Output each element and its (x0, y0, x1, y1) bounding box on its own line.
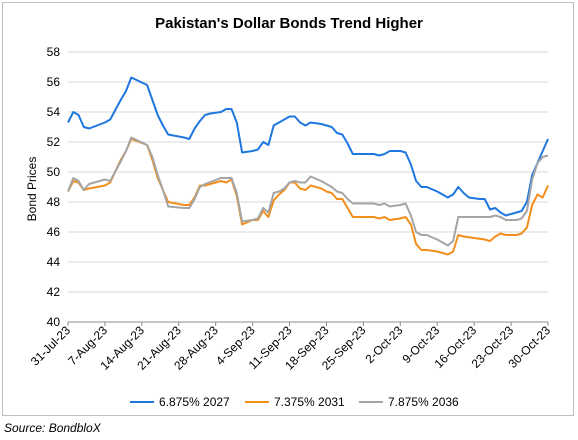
chart-source: Source: BondbloX (4, 421, 101, 435)
gridlines (67, 51, 549, 326)
x-tick-labels: 31-Jul-237-Aug-2314-Aug-2321-Aug-2328-Au… (28, 323, 554, 373)
x-tick-label: 31-Jul-23 (28, 323, 74, 369)
y-tick-label: 44 (47, 255, 61, 269)
y-tick-label: 40 (47, 315, 61, 329)
legend: 6.875% 2027 7.375% 2031 7.875% 2036 (130, 395, 459, 409)
legend-label: 6.875% 2027 (159, 395, 230, 409)
y-tick-label: 52 (47, 135, 61, 149)
y-tick-label: 42 (47, 285, 61, 299)
chart-svg: 40 42 44 46 48 50 52 54 56 58 31-Jul-237-Aug-2314… (25, 45, 554, 409)
y-tick-label: 56 (47, 75, 61, 89)
y-tick-label: 50 (47, 165, 61, 179)
y-axis-label: Bond Prices (25, 157, 39, 222)
y-tick-labels: 40 42 44 46 48 50 52 54 56 58 (47, 45, 61, 329)
chart-frame: Pakistan's Dollar Bonds Trend Higher 40 4… (2, 2, 574, 416)
y-tick-label: 54 (47, 105, 61, 119)
y-tick-label: 48 (47, 195, 61, 209)
series-line-2 (67, 138, 549, 256)
y-tick-label: 58 (47, 45, 61, 59)
x-tick-label: 2-Oct-23 (363, 323, 406, 366)
y-tick-label: 46 (47, 225, 61, 239)
series-lines (67, 76, 549, 256)
legend-label: 7.875% 2036 (388, 395, 459, 409)
series-line-3 (67, 136, 549, 247)
series-line-1 (67, 76, 549, 217)
legend-label: 7.375% 2031 (274, 395, 345, 409)
chart-title: Pakistan's Dollar Bonds Trend Higher (155, 15, 423, 32)
